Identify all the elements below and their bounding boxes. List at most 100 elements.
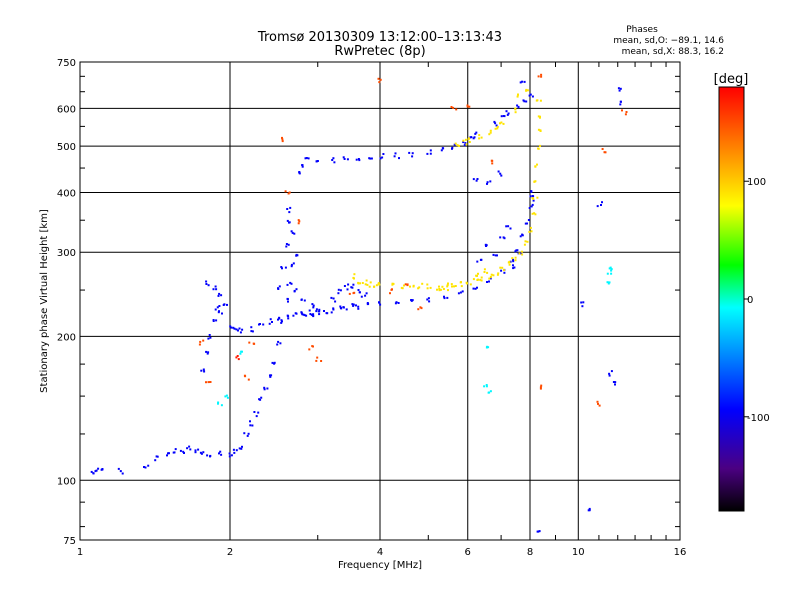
data-point bbox=[257, 411, 260, 414]
y-axis: 75 100 200 300 400 500 600 750 bbox=[57, 58, 680, 547]
data-point bbox=[308, 348, 311, 351]
data-point bbox=[411, 152, 414, 155]
data-point bbox=[292, 314, 295, 317]
data-point bbox=[355, 158, 358, 161]
data-point bbox=[468, 137, 471, 140]
data-point bbox=[222, 304, 225, 306]
data-point bbox=[488, 133, 491, 136]
data-point bbox=[462, 141, 465, 144]
data-point bbox=[287, 243, 290, 246]
data-point bbox=[417, 308, 420, 311]
data-point bbox=[205, 350, 208, 353]
data-point bbox=[248, 341, 251, 344]
data-point bbox=[499, 172, 502, 175]
data-point bbox=[270, 374, 273, 377]
data-point bbox=[515, 249, 518, 252]
data-point bbox=[403, 284, 405, 287]
data-point bbox=[228, 455, 231, 458]
data-point bbox=[226, 396, 229, 399]
data-point bbox=[496, 125, 499, 128]
data-point bbox=[484, 243, 487, 246]
data-point bbox=[463, 144, 466, 147]
data-point bbox=[202, 339, 205, 342]
data-point bbox=[540, 384, 543, 387]
data-point bbox=[451, 285, 453, 288]
data-point bbox=[278, 285, 281, 288]
data-point bbox=[246, 434, 249, 437]
data-point bbox=[286, 298, 289, 301]
data-point bbox=[277, 288, 280, 290]
data-point bbox=[379, 78, 382, 81]
data-point bbox=[509, 227, 512, 230]
data-point bbox=[288, 211, 291, 214]
y-tick-label: 200 bbox=[57, 332, 76, 343]
data-point bbox=[207, 381, 210, 384]
data-point bbox=[512, 267, 515, 270]
data-point bbox=[366, 283, 369, 286]
data-point bbox=[284, 190, 287, 193]
data-point bbox=[217, 401, 220, 404]
data-point bbox=[342, 306, 345, 309]
data-point bbox=[353, 277, 355, 280]
data-point bbox=[453, 143, 456, 146]
data-point bbox=[217, 402, 219, 405]
data-point bbox=[200, 369, 203, 372]
data-point bbox=[355, 304, 357, 307]
data-point bbox=[485, 384, 488, 386]
data-point bbox=[304, 157, 307, 160]
data-point bbox=[485, 245, 487, 247]
data-point bbox=[408, 151, 411, 154]
data-point bbox=[493, 120, 496, 123]
data-point bbox=[485, 385, 488, 388]
colorbar-ticks: -100 0 100 bbox=[744, 177, 770, 424]
data-point bbox=[480, 136, 483, 139]
data-point bbox=[464, 142, 467, 145]
data-point bbox=[233, 451, 236, 454]
data-point bbox=[472, 278, 475, 281]
data-point bbox=[241, 328, 244, 331]
data-point bbox=[508, 263, 511, 266]
data-point bbox=[441, 285, 444, 288]
colorbar-tick-label: 0 bbox=[747, 295, 753, 306]
data-point bbox=[287, 192, 290, 195]
data-point bbox=[582, 301, 585, 304]
data-point bbox=[352, 283, 355, 286]
y-tick-label: 100 bbox=[57, 476, 76, 487]
data-point bbox=[212, 319, 215, 321]
data-point bbox=[288, 191, 291, 194]
data-point bbox=[379, 157, 382, 160]
data-point bbox=[364, 283, 367, 286]
data-point bbox=[533, 212, 536, 215]
data-point bbox=[496, 273, 499, 276]
data-point bbox=[412, 285, 415, 288]
data-point bbox=[218, 292, 221, 295]
data-point bbox=[218, 452, 220, 455]
data-point bbox=[332, 308, 335, 311]
data-point bbox=[218, 310, 220, 313]
data-point bbox=[411, 155, 414, 158]
data-point bbox=[534, 180, 537, 183]
data-point bbox=[241, 350, 243, 353]
data-point bbox=[228, 452, 231, 455]
data-point bbox=[531, 212, 534, 215]
data-point bbox=[536, 196, 539, 199]
data-point bbox=[420, 307, 423, 310]
data-point bbox=[514, 107, 517, 110]
data-point bbox=[378, 301, 380, 304]
data-point bbox=[209, 454, 212, 457]
data-point bbox=[499, 122, 501, 125]
data-point bbox=[537, 530, 540, 533]
data-point bbox=[220, 294, 223, 297]
data-point bbox=[208, 334, 211, 336]
data-point bbox=[247, 432, 250, 435]
data-point bbox=[287, 317, 290, 320]
data-point bbox=[315, 310, 318, 313]
data-point bbox=[581, 305, 584, 308]
data-point bbox=[290, 265, 293, 268]
data-point bbox=[476, 178, 479, 180]
data-point bbox=[121, 472, 124, 475]
data-point bbox=[483, 271, 486, 273]
data-point bbox=[239, 331, 242, 334]
data-point bbox=[458, 144, 460, 147]
data-point bbox=[494, 254, 497, 257]
